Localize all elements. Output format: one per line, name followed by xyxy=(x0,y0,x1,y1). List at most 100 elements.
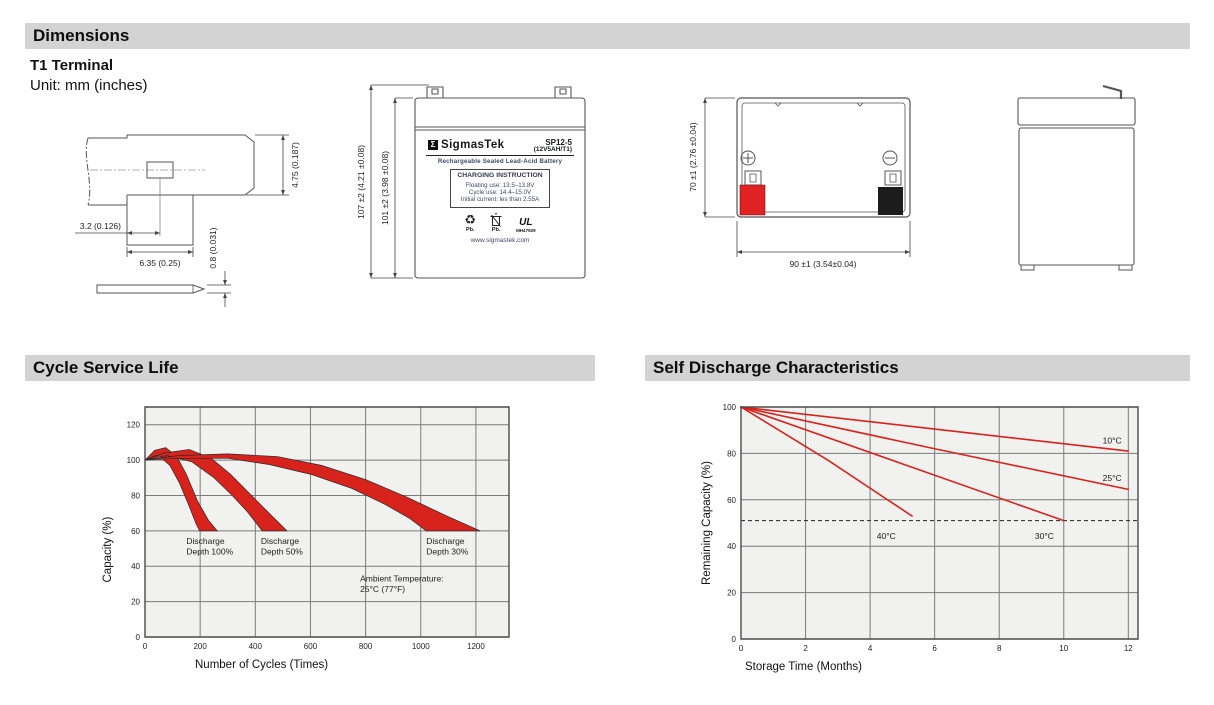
discharge-band xyxy=(144,453,481,532)
y-tick-label: 100 xyxy=(127,456,141,465)
y-axis-title: Capacity (%) xyxy=(102,517,114,583)
cycle-service-life-chart: 0 200 400 600 800 1000 1200 0 20 40 60 80 100 120 Numb… xyxy=(102,393,615,671)
temperature-line-label: 25°C xyxy=(1103,473,1122,483)
self-discharge-chart: 0 2 4 6 8 10 12 0 20 40 60 80 100 Storage Time (Month… xyxy=(701,403,1200,673)
model-number: SP12-5 xyxy=(545,138,572,147)
terminal-dimension-lines xyxy=(75,135,289,307)
x-tick-label: 0 xyxy=(739,644,744,653)
terminal-profile-outline xyxy=(86,135,254,245)
dim-terminal-height: 4.75 (0.187) xyxy=(290,142,300,188)
temperature-line xyxy=(741,407,1064,521)
battery-label: Σ SigmasTek SP12-5 (12V5AH/T1) Rechargea… xyxy=(426,138,574,244)
label-icon-row: ♻ Pb. Pb. UL MH47929 xyxy=(426,212,574,234)
y-tick-label: 20 xyxy=(131,598,140,607)
temperature-line xyxy=(741,407,1128,451)
y-tick-label: 40 xyxy=(727,542,736,551)
temperature-line xyxy=(741,407,1128,489)
x-tick-label: 400 xyxy=(249,642,263,651)
terminal-blade-side-view xyxy=(97,285,204,293)
x-tick-label: 200 xyxy=(193,642,207,651)
section-header-self-discharge: Self Discharge Characteristics xyxy=(645,355,1190,381)
top-terminal-right xyxy=(885,171,901,185)
x-tick-label: 12 xyxy=(1124,644,1133,653)
y-tick-label: 120 xyxy=(127,421,141,430)
section-header-dimensions: Dimensions xyxy=(25,23,1190,49)
x-axis-title: Number of Cycles (Times) xyxy=(195,659,328,671)
y-tick-label: 60 xyxy=(727,496,736,505)
negative-terminal-icon xyxy=(883,151,897,165)
chart-annotation: Discharge Depth 30% xyxy=(426,536,468,557)
chart-annotation: Discharge Depth 50% xyxy=(261,536,303,557)
y-tick-label: 80 xyxy=(131,491,140,500)
x-tick-label: 1200 xyxy=(467,642,485,651)
y-tick-label: 40 xyxy=(131,562,140,571)
x-tick-label: 800 xyxy=(359,642,373,651)
x-tick-label: 6 xyxy=(932,644,937,653)
x-tick-label: 600 xyxy=(304,642,318,651)
y-tick-label: 80 xyxy=(727,449,736,458)
y-tick-label: 0 xyxy=(136,633,141,642)
chart-annotation: Ambient Temperature: 25°C (77°F) xyxy=(360,573,443,594)
terminal-type-heading: T1 Terminal xyxy=(30,57,114,74)
battery-side-view-drawing xyxy=(1000,75,1160,285)
section-header-cycle-service-life: Cycle Service Life xyxy=(25,355,595,381)
front-terminal-right xyxy=(555,87,571,98)
temperature-line-label: 30°C xyxy=(1035,531,1054,541)
positive-terminal-icon xyxy=(741,151,755,165)
positive-terminal-pad xyxy=(740,185,765,215)
dim-terminal-width: 6.35 (0.25) xyxy=(139,258,180,268)
x-tick-label: 2 xyxy=(803,644,808,653)
y-axis-title: Remaining Capacity (%) xyxy=(701,461,713,585)
model-spec: (12V5AH/T1) xyxy=(533,146,572,154)
top-terminal-left xyxy=(745,171,761,185)
x-tick-label: 0 xyxy=(143,642,148,651)
dim-top-width: 90 ±1 (3.54±0.04) xyxy=(790,259,857,269)
terminal-detail-drawing: 4.75 (0.187) 3.2 (0.126) 6.35 (0.25) 0.8… xyxy=(55,130,300,320)
battery-type-text: Rechargeable Sealed Lead-Acid Battery xyxy=(437,158,563,166)
discharge-band xyxy=(144,449,288,532)
dim-front-inner-height: 101 ±2 (3.98 ±0.08) xyxy=(380,151,390,225)
side-terminal-tab xyxy=(1103,86,1121,99)
front-view-dimension-lines xyxy=(369,85,429,278)
chart-annotation: Discharge Depth 100% xyxy=(186,536,233,557)
dim-top-height: 70 ±1 (2.76 ±0.04) xyxy=(688,122,698,192)
battery-front-view-drawing: 107 ±2 (4.21 ±0.08) 101 ±2 (3.98 ±0.08) xyxy=(356,75,605,290)
y-tick-label: 20 xyxy=(727,589,736,598)
x-tick-label: 4 xyxy=(868,644,873,653)
dim-terminal-thickness: 0.8 (0.031) xyxy=(208,227,218,268)
battery-front-body xyxy=(415,87,585,278)
terminal-centerlines xyxy=(90,170,205,236)
ul-mark-icon: UL xyxy=(519,217,533,229)
charging-line-cycle: Cycle use: 14.4–15.0V xyxy=(468,189,532,197)
dim-terminal-offset: 3.2 (0.126) xyxy=(80,221,121,231)
temperature-line-label: 40°C xyxy=(877,531,896,541)
top-view-dimension-lines xyxy=(703,98,910,257)
y-tick-label: 100 xyxy=(723,403,737,412)
battery-label-brand-row: Σ SigmasTek SP12-5 (12V5AH/T1) xyxy=(426,138,574,154)
discharge-band xyxy=(144,447,218,532)
x-tick-label: 8 xyxy=(997,644,1002,653)
x-axis-title: Storage Time (Months) xyxy=(745,661,862,673)
website-text: www.sigmastek.com xyxy=(470,236,530,244)
x-tick-label: 10 xyxy=(1059,644,1068,653)
front-terminal-left xyxy=(427,87,443,98)
ul-file-number: MH47929 xyxy=(516,228,536,234)
unit-note: Unit: mm (inches) xyxy=(30,77,148,94)
charging-line-floating: Floating use: 13.5–13.8V xyxy=(465,182,535,190)
charging-instruction-box: CHARGING INSTRUCTION Floating use: 13.5–… xyxy=(450,169,550,208)
y-tick-label: 0 xyxy=(732,635,737,644)
y-tick-label: 60 xyxy=(131,527,140,536)
dim-front-outer-height: 107 ±2 (4.21 ±0.08) xyxy=(356,145,366,219)
sigmastek-logo-icon: Σ xyxy=(428,140,438,150)
charging-line-initial: Initial current: les than 2.55A xyxy=(460,196,540,204)
negative-terminal-pad xyxy=(878,187,903,215)
battery-side-body xyxy=(1018,86,1135,270)
pb-recycle-caption: Pb. xyxy=(465,227,475,234)
brand-name: SigmasTek xyxy=(441,139,505,151)
label-divider xyxy=(426,155,574,157)
temperature-line xyxy=(741,407,912,516)
pb-disposal-icon xyxy=(490,213,502,227)
battery-top-body xyxy=(737,98,910,217)
charging-instruction-title: CHARGING INSTRUCTION xyxy=(457,172,543,180)
